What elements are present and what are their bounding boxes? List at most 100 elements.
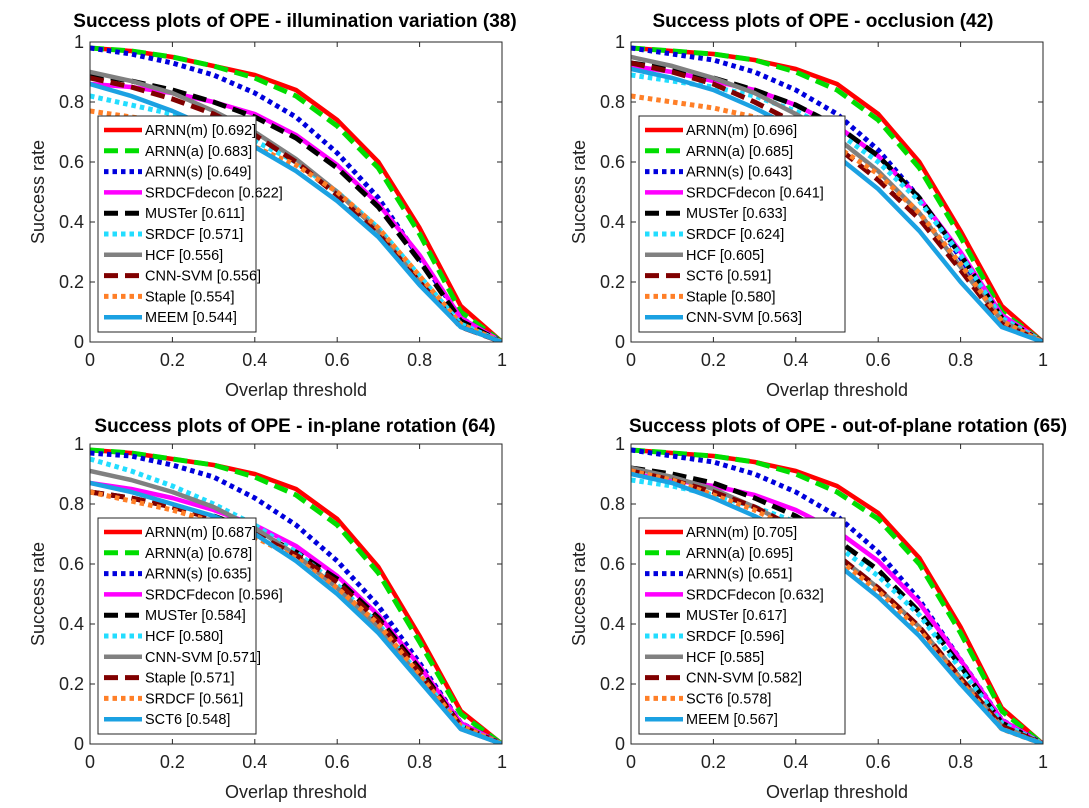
- y-tick-label: 0.4: [600, 212, 625, 232]
- legend-entry: Staple [0.571]: [145, 671, 235, 687]
- chart-title: Success plots of OPE - in-plane rotation…: [94, 416, 495, 437]
- y-tick-label: 0.6: [59, 152, 84, 172]
- x-tick-label: 0.2: [701, 350, 726, 370]
- x-tick-label: 0.8: [407, 350, 432, 370]
- y-tick-label: 0: [74, 734, 84, 754]
- x-tick-label: 0.4: [783, 350, 808, 370]
- chart-panel-0: Success plots of OPE - illumination vari…: [28, 11, 517, 400]
- legend: ARNN(m) [0.696]ARNN(a) [0.685]ARNN(s) [0…: [639, 116, 845, 332]
- y-tick-label: 0.6: [59, 554, 84, 574]
- y-axis-label: Success rate: [28, 140, 48, 244]
- x-axis-label: Overlap threshold: [766, 380, 908, 400]
- legend-entry: SRDCF [0.596]: [686, 629, 784, 645]
- y-tick-label: 0.8: [600, 494, 625, 514]
- x-tick-label: 0.6: [325, 752, 350, 772]
- chart-panel-1: Success plots of OPE - occlusion (42) 0 0.…: [569, 11, 1048, 400]
- y-tick-label: 0.2: [600, 272, 625, 292]
- legend-entry: SCT6 [0.591]: [686, 269, 771, 285]
- legend-entry: SRDCF [0.571]: [145, 227, 243, 243]
- legend-entry: ARNN(a) [0.695]: [686, 546, 793, 562]
- x-tick-label: 1: [1038, 350, 1048, 370]
- legend-entry: ARNN(s) [0.651]: [686, 567, 792, 583]
- y-tick-label: 1: [74, 434, 84, 454]
- legend-entry: HCF [0.605]: [686, 248, 764, 264]
- x-tick-label: 0.4: [783, 752, 808, 772]
- legend-entry: ARNN(a) [0.678]: [145, 546, 252, 562]
- y-tick-label: 1: [615, 434, 625, 454]
- legend-entry: CNN-SVM [0.571]: [145, 650, 261, 666]
- chart-title: Success plots of OPE - occlusion (42): [652, 11, 993, 32]
- legend-entry: HCF [0.556]: [145, 248, 223, 264]
- y-axis-label: Success rate: [569, 542, 589, 646]
- x-tick-label: 0.6: [866, 752, 891, 772]
- y-tick-label: 0.4: [59, 614, 84, 634]
- y-tick-label: 1: [74, 32, 84, 52]
- legend-entry: HCF [0.585]: [686, 650, 764, 666]
- legend-entry: ARNN(m) [0.692]: [145, 123, 256, 139]
- x-tick-label: 0.8: [948, 350, 973, 370]
- x-tick-label: 0.6: [325, 350, 350, 370]
- legend-entry: MUSTer [0.611]: [145, 206, 245, 222]
- legend-entry: SRDCF [0.561]: [145, 691, 243, 707]
- x-tick-label: 0.8: [948, 752, 973, 772]
- y-tick-label: 0.4: [600, 614, 625, 634]
- legend-entry: SRDCFdecon [0.622]: [145, 185, 283, 201]
- x-tick-label: 0.2: [160, 752, 185, 772]
- x-tick-label: 1: [1038, 752, 1048, 772]
- legend: ARNN(m) [0.687] ARNN(a) [0.678] ARNN(s) [0…: [98, 518, 283, 734]
- x-axis-label: Overlap threshold: [225, 782, 367, 802]
- legend-entry: Staple [0.554]: [145, 289, 235, 305]
- x-tick-label: 0: [85, 350, 95, 370]
- legend-entry: ARNN(a) [0.685]: [686, 144, 793, 160]
- legend-entry: MUSTer [0.584]: [145, 608, 246, 624]
- legend-entry: SRDCF [0.624]: [686, 227, 784, 243]
- y-tick-label: 0.8: [59, 494, 84, 514]
- chart-panel-3: Success plots of OPE - out-of-plane rota…: [569, 416, 1067, 802]
- y-tick-label: 0.2: [59, 272, 84, 292]
- legend-entry: HCF [0.580]: [145, 629, 223, 645]
- x-tick-label: 0.2: [701, 752, 726, 772]
- y-tick-label: 0: [74, 332, 84, 352]
- y-axis-label: Success rate: [569, 140, 589, 244]
- legend-entry: ARNN(s) [0.643]: [686, 165, 792, 181]
- y-axis-label: Success rate: [28, 542, 48, 646]
- y-tick-label: 0: [615, 332, 625, 352]
- legend-entry: ARNN(s) [0.635]: [145, 567, 251, 583]
- legend-entry: Staple [0.580]: [686, 289, 776, 305]
- legend-entry: CNN-SVM [0.582]: [686, 671, 802, 687]
- legend-entry: MEEM [0.544]: [145, 310, 237, 326]
- y-tick-label: 0.2: [59, 674, 84, 694]
- chart-title: Success plots of OPE - illumination vari…: [73, 11, 516, 32]
- legend-entry: SRDCFdecon [0.596]: [145, 587, 283, 603]
- legend: ARNN(m) [0.705] ARNN(a) [0.695] ARNN(s) [0…: [639, 518, 845, 734]
- x-tick-label: 0.8: [407, 752, 432, 772]
- legend-entry: CNN-SVM [0.556]: [145, 269, 261, 285]
- legend: ARNN(m) [0.692] ARNN(a) [0.683] ARNN(s) [0…: [98, 116, 283, 332]
- x-tick-label: 0.4: [242, 350, 267, 370]
- legend-entry: CNN-SVM [0.563]: [686, 310, 802, 326]
- legend-entry: MEEM [0.567]: [686, 712, 778, 728]
- y-tick-label: 0: [615, 734, 625, 754]
- legend-entry: ARNN(m) [0.705]: [686, 525, 797, 541]
- x-axis-label: Overlap threshold: [766, 782, 908, 802]
- x-tick-label: 0: [85, 752, 95, 772]
- y-tick-label: 1: [615, 32, 625, 52]
- x-axis-label: Overlap threshold: [225, 380, 367, 400]
- x-tick-label: 1: [497, 752, 507, 772]
- y-tick-label: 0.2: [600, 674, 625, 694]
- legend-entry: ARNN(a) [0.683]: [145, 144, 252, 160]
- legend-entry: ARNN(s) [0.649]: [145, 165, 251, 181]
- chart-title: Success plots of OPE - out-of-plane rota…: [629, 416, 1067, 437]
- y-tick-label: 0.8: [59, 92, 84, 112]
- legend-entry: ARNN(m) [0.687]: [145, 525, 256, 541]
- legend-entry: SCT6 [0.548]: [145, 712, 230, 728]
- y-tick-label: 0.6: [600, 152, 625, 172]
- x-tick-label: 0.6: [866, 350, 891, 370]
- x-tick-label: 0.2: [160, 350, 185, 370]
- chart-panel-2: Success plots of OPE - in-plane rotation…: [28, 416, 507, 802]
- legend-entry: SCT6 [0.578]: [686, 691, 771, 707]
- x-tick-label: 0.4: [242, 752, 267, 772]
- y-tick-label: 0.8: [600, 92, 625, 112]
- y-tick-label: 0.6: [600, 554, 625, 574]
